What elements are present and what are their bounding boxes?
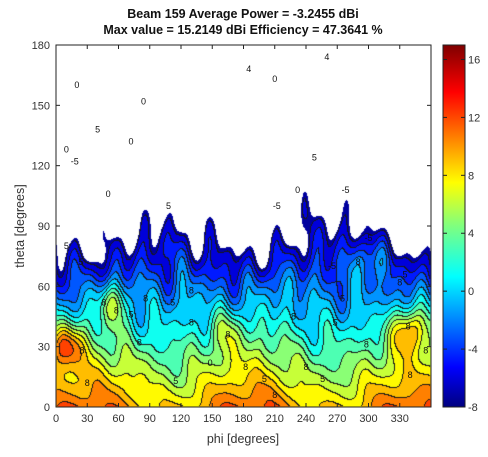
contour-label: 8 bbox=[85, 378, 90, 388]
contour-label: 0 bbox=[106, 189, 111, 199]
contour-label: 5 bbox=[64, 241, 69, 251]
y-tick-label: 90 bbox=[38, 221, 50, 233]
contour-label: 5 bbox=[128, 309, 133, 319]
contour-label: 8 bbox=[80, 346, 85, 356]
x-tick-label: 150 bbox=[203, 413, 221, 425]
contour-label: 8 bbox=[137, 338, 142, 348]
x-tick-label: 120 bbox=[172, 413, 190, 425]
contour-label: 5 bbox=[166, 201, 171, 211]
y-axis-label: theta [degrees] bbox=[13, 184, 27, 267]
colorbar-tick-label: 12 bbox=[468, 112, 480, 124]
contour-label: 8 bbox=[101, 297, 106, 307]
contour-label: 8 bbox=[364, 340, 369, 350]
x-tick-label: 60 bbox=[112, 413, 124, 425]
contour-label: 8 bbox=[397, 277, 402, 287]
contour-label: 0 bbox=[272, 74, 277, 84]
colorbar-frame bbox=[442, 44, 466, 408]
y-tick-label: 60 bbox=[38, 281, 50, 293]
contour-label: 5 bbox=[173, 376, 178, 386]
contour-label: 8 bbox=[243, 362, 248, 372]
y-tick-label: 120 bbox=[32, 161, 50, 173]
chart-subtitle: Max value = 15.2149 dBi Efficiency = 47.… bbox=[103, 23, 382, 37]
contour-label: -5 bbox=[342, 185, 350, 195]
chart-title: Beam 159 Average Power = -3.2455 dBi bbox=[127, 7, 359, 21]
x-tick-label: 210 bbox=[266, 413, 284, 425]
colorbar-tick-label: -8 bbox=[468, 402, 478, 414]
colorbar-tick-label: 8 bbox=[468, 170, 474, 182]
contour-label: 5 bbox=[78, 257, 83, 267]
contour-label: 8 bbox=[114, 305, 119, 315]
contour-label: 8 bbox=[423, 346, 428, 356]
y-axis: 0 30 60 90 120 150 180 bbox=[32, 40, 431, 414]
colorbar-tick-label: 0 bbox=[468, 286, 474, 298]
contour-label: -5 bbox=[273, 201, 281, 211]
contour-label: 8 bbox=[189, 285, 194, 295]
x-axis: 0 30 60 90 120 150 180 210 240 270 300 330 bbox=[53, 45, 409, 425]
x-tick-label: 300 bbox=[359, 413, 377, 425]
contour-label: 5 bbox=[262, 374, 267, 384]
contour-label: 5 bbox=[312, 153, 317, 163]
contour-label: -5 bbox=[71, 157, 79, 167]
x-tick-label: 0 bbox=[53, 413, 59, 425]
colorbar-gradient bbox=[443, 45, 465, 407]
contour-label: 5 bbox=[402, 269, 407, 279]
colorbar: -8 -4 0 4 8 12 16 bbox=[442, 44, 480, 414]
contour-label: 8 bbox=[189, 318, 194, 328]
contour-label: 8 bbox=[291, 312, 296, 322]
contour-label: 0 bbox=[141, 96, 146, 106]
contour-label: 4 bbox=[324, 52, 329, 62]
colorbar-tick-label: -4 bbox=[468, 344, 478, 356]
contour-label: -5 bbox=[328, 261, 336, 271]
contour-label: 8 bbox=[272, 390, 277, 400]
colorbar-tick-label: 4 bbox=[468, 228, 474, 240]
contour-heatmap bbox=[56, 45, 431, 407]
x-tick-label: 330 bbox=[391, 413, 409, 425]
contour-label: 0 bbox=[128, 137, 133, 147]
contour-label: 8 bbox=[408, 370, 413, 380]
y-tick-label: 30 bbox=[38, 342, 50, 354]
contour-label: 4 bbox=[246, 64, 251, 74]
y-tick-label: 150 bbox=[32, 100, 50, 112]
contour-label: 5 bbox=[95, 124, 100, 134]
contour-label: 5 bbox=[320, 374, 325, 384]
contour-label: 8 bbox=[143, 293, 148, 303]
contour-label: 0 bbox=[74, 80, 79, 90]
contour-label: -5 bbox=[364, 233, 372, 243]
x-tick-label: 180 bbox=[234, 413, 252, 425]
contour-label: 8 bbox=[303, 362, 308, 372]
x-axis-label: phi [degrees] bbox=[207, 432, 279, 446]
x-tick-label: 240 bbox=[297, 413, 315, 425]
contour-label: 8 bbox=[225, 330, 230, 340]
contour-label: 5 bbox=[340, 293, 345, 303]
x-tick-label: 90 bbox=[144, 413, 156, 425]
colorbar-tick-label: 16 bbox=[468, 54, 480, 66]
contour-label: 0 bbox=[208, 358, 213, 368]
contour-label: 0 bbox=[64, 145, 69, 155]
y-tick-label: 180 bbox=[32, 40, 50, 52]
contour-label: 8 bbox=[406, 322, 411, 332]
x-tick-label: 270 bbox=[328, 413, 346, 425]
contour-label: 5 bbox=[170, 297, 175, 307]
contour-label: 8 bbox=[356, 257, 361, 267]
colorbar-ticks: -8 -4 0 4 8 12 16 bbox=[443, 54, 480, 414]
x-tick-label: 30 bbox=[81, 413, 93, 425]
y-tick-label: 0 bbox=[44, 402, 50, 414]
contour-label: 5 bbox=[333, 318, 338, 328]
contour-label: 0 bbox=[295, 185, 300, 195]
